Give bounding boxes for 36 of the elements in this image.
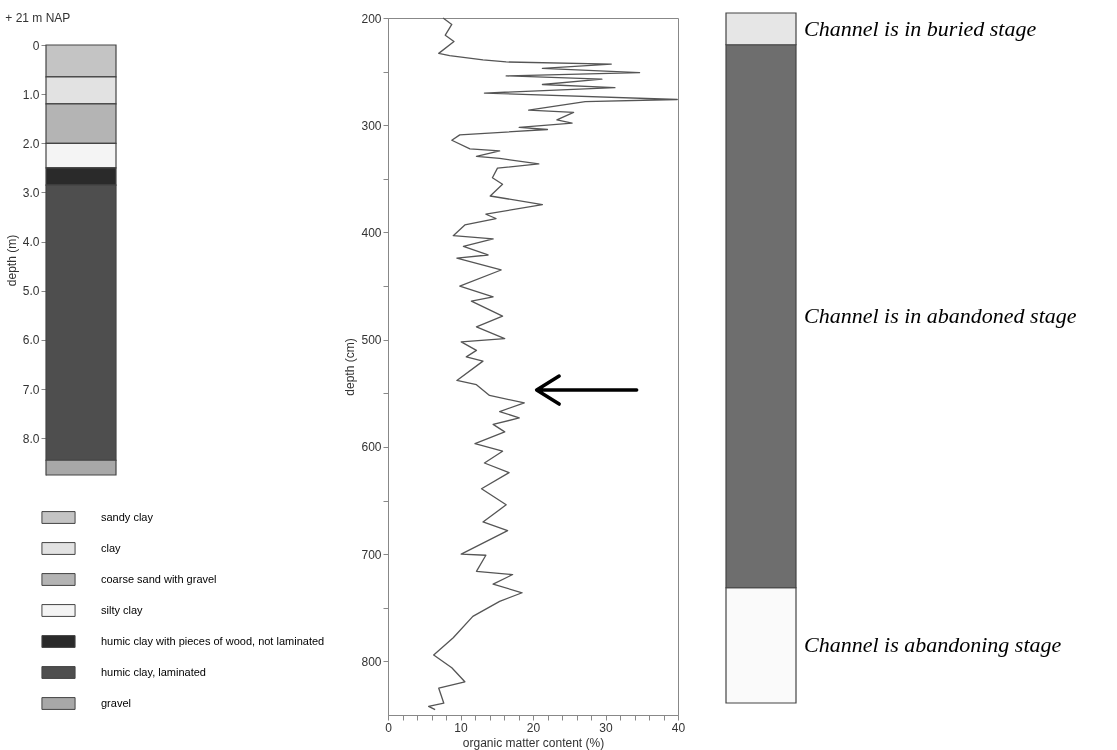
y-tick-label: 3.0: [22, 185, 40, 200]
legend-label: silty clay: [101, 603, 144, 616]
y-tick-label: 600: [361, 440, 382, 455]
legend-label: sandy clay: [101, 510, 154, 523]
y-tick-label: 5.0: [22, 284, 40, 299]
y-tick-label: 4.0: [22, 235, 40, 250]
legend-label: gravel: [101, 696, 131, 709]
x-tick-label: 10: [454, 720, 468, 735]
legend-label: humic clay with pieces of wood, not laminated: [101, 634, 325, 647]
y-tick-label: 400: [361, 225, 382, 240]
series-label: Channel is in buried stage: [804, 15, 1037, 41]
y-tick-label: 1.0: [22, 87, 40, 102]
y-tick-label: 200: [361, 11, 382, 26]
legend-label: coarse sand with gravel: [101, 572, 217, 585]
legend-label: clay: [101, 541, 122, 554]
x-tick-label: 40: [671, 720, 686, 735]
text: + 21 m NAP: [5, 11, 71, 25]
y-axis-title: depth (cm): [343, 338, 358, 396]
y-tick-label: 700: [361, 547, 382, 562]
x-tick-label: 30: [599, 720, 613, 735]
series-label: Channel is abandoning stage: [804, 632, 1062, 658]
y-tick-label: 500: [361, 333, 382, 348]
y-tick-label: 0: [32, 38, 40, 53]
x-axis-title: organic matter content (%): [462, 735, 605, 750]
line-series: [427, 17, 678, 711]
y-tick-label: 7.0: [22, 382, 40, 397]
y-axis-title: depth (m): [4, 234, 19, 287]
y-tick-label: 800: [361, 654, 382, 669]
legend-label: humic clay, laminated: [101, 665, 206, 678]
y-tick-label: 2.0: [22, 136, 40, 151]
x-tick-label: 0: [385, 720, 393, 735]
y-tick-label: 8.0: [22, 431, 40, 446]
y-tick-label: 300: [361, 118, 382, 133]
x-tick-label: 20: [526, 720, 541, 735]
y-tick-label: 6.0: [22, 333, 40, 348]
series-label: Channel is in abandoned stage: [804, 303, 1077, 329]
